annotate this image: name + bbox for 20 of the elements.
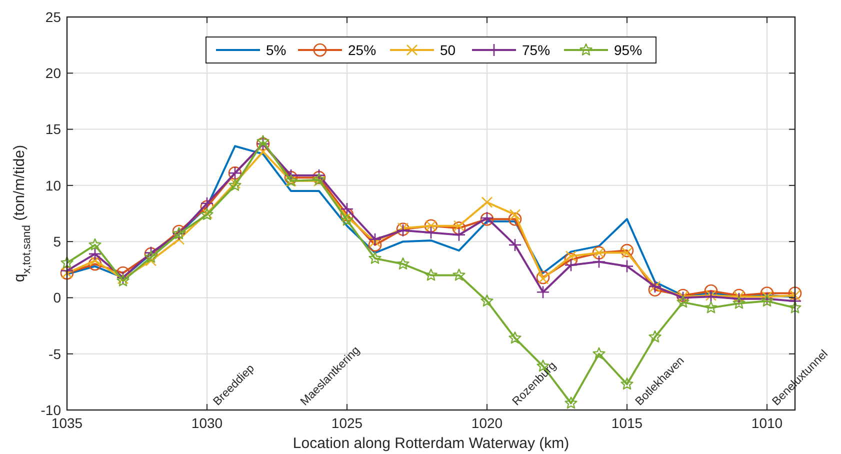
x-tick-label: 1035 [51, 415, 83, 431]
x-axis-title: Location along Rotterdam Waterway (km) [292, 435, 570, 452]
x-tick-label: 1015 [611, 415, 643, 431]
y-tick-label: -10 [40, 402, 62, 418]
y-tick-label: 20 [45, 65, 62, 82]
y-tick-label: 10 [45, 177, 62, 194]
legend-label: 75% [522, 42, 550, 58]
legend-label: 25% [348, 42, 376, 58]
y-tick-label: 15 [45, 121, 62, 138]
legend-label: 50 [440, 42, 456, 58]
legend-label: 95% [614, 42, 642, 58]
x-tick-label: 1025 [331, 415, 363, 431]
x-tick-label: 1010 [751, 415, 783, 431]
y-tick-label: 25 [45, 8, 62, 25]
x-tick-label: 1030 [191, 415, 223, 431]
x-tick-label: 1020 [471, 415, 503, 431]
legend-label: 5% [266, 42, 286, 58]
y-tick-label: -5 [48, 346, 62, 362]
y-tick-label: 0 [53, 290, 62, 306]
y-tick-label: 5 [53, 233, 62, 250]
